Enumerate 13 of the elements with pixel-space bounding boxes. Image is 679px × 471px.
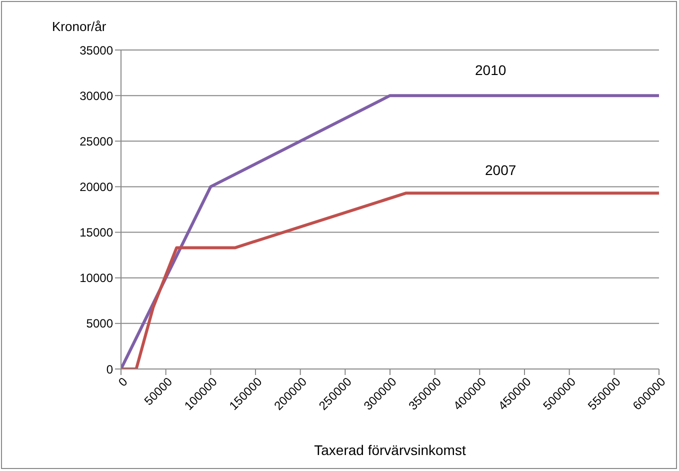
y-tick-label: 0 <box>106 362 114 376</box>
y-tick-label: 30000 <box>80 88 114 103</box>
y-tick-label: 35000 <box>80 43 114 58</box>
y-tick-label: 10000 <box>80 271 114 286</box>
series-label: 2010 <box>475 62 506 78</box>
x-tick-label: 0 <box>116 374 130 390</box>
y-tick-label: 5000 <box>86 316 114 331</box>
y-tick-label: 15000 <box>80 226 114 240</box>
series-label: 2007 <box>485 162 516 178</box>
y-tick-label: 25000 <box>80 134 114 148</box>
y-axis-title: Kronor/år <box>52 19 106 34</box>
x-axis-title: Taxerad förvärvsinkomst <box>313 442 467 458</box>
y-tick-label: 20000 <box>80 180 114 194</box>
